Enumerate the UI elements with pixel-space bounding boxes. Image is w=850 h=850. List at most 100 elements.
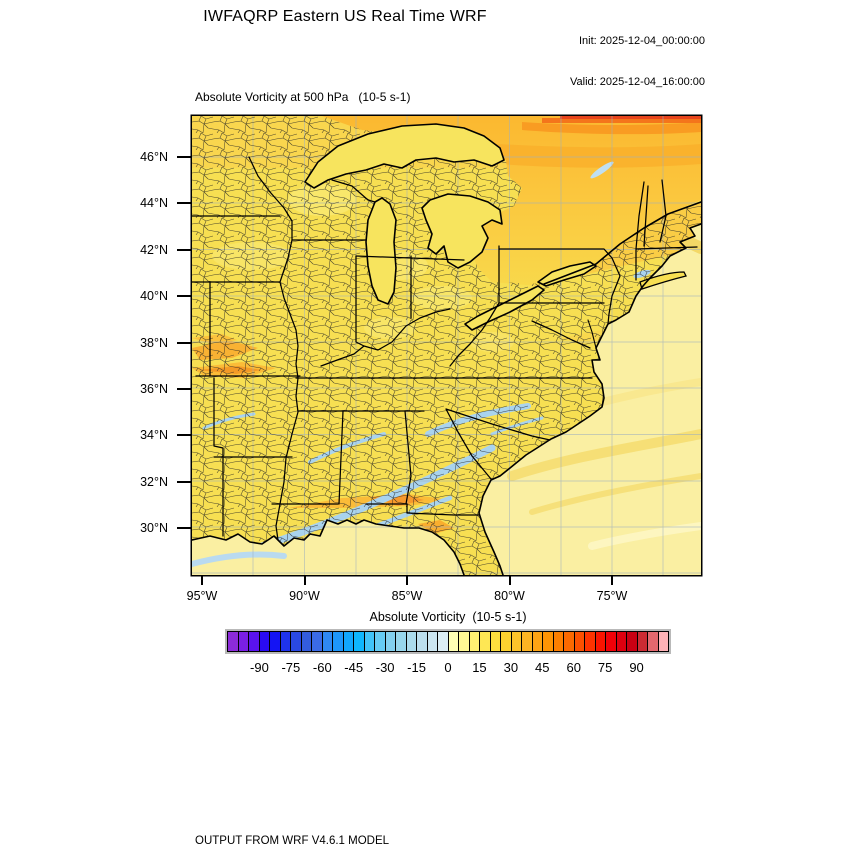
coastlines (192, 201, 701, 575)
lat-tick-label: 44°N (140, 196, 168, 211)
colorbar-segment (553, 632, 564, 651)
colorbar-segment (595, 632, 606, 651)
colorbar-segment (322, 632, 333, 651)
lake-huron (421, 193, 503, 269)
colorbar-segment (396, 632, 407, 651)
lon-tick-label: 90°W (289, 589, 320, 603)
colorbar-tick-label: 90 (629, 660, 644, 675)
lon-tick-mark (611, 575, 613, 585)
colorbar-segment (385, 632, 396, 651)
colorbar-label: Absolute Vorticity (10-5 s-1) (369, 610, 527, 624)
colorbar-segment (532, 632, 543, 651)
great-lakes (304, 123, 597, 331)
page-title: IWFAQRP Eastern US Real Time WRF (203, 8, 487, 25)
colorbar-segment (480, 632, 491, 651)
lake-michigan (365, 197, 397, 305)
colorbar-segment (501, 632, 512, 651)
lake-erie (464, 285, 545, 331)
colorbar-segment (438, 632, 449, 651)
colorbar-segment (238, 632, 249, 651)
lat-tick-label: 40°N (140, 289, 168, 304)
colorbar-segment (301, 632, 312, 651)
colorbar-segment (469, 632, 480, 651)
valid-time: Valid: 2025-12-04_16:00:00 (570, 75, 705, 88)
lat-tick-mark (177, 388, 191, 390)
colorbar-segment (543, 632, 554, 651)
lon-tick-label: 75°W (596, 589, 628, 603)
colorbar-segment (312, 632, 323, 651)
footer-notes: OUTPUT FROM WRF V4.6.1 MODEL WE = 310 ; … (195, 806, 647, 850)
lat-tick-label: 34°N (140, 428, 168, 443)
colorbar-segment (417, 632, 428, 651)
colorbar-segment (291, 632, 302, 651)
colorbar-segment (637, 632, 648, 651)
colorbar-segment (648, 632, 659, 651)
lat-tick-label: 42°N (140, 242, 168, 257)
colorbar-tick-label: -15 (407, 660, 426, 675)
colorbar-segment (270, 632, 281, 651)
lat-tick-mark (177, 341, 191, 344)
colorbar-segment (606, 632, 617, 651)
colorbar-tick-label: -45 (344, 660, 364, 675)
atlantic-coast (478, 223, 701, 575)
footer-line-1: OUTPUT FROM WRF V4.6.1 MODEL (195, 835, 390, 847)
colorbar-segment (228, 632, 239, 651)
colorbar-segment (490, 632, 501, 651)
gulf-coast (192, 519, 465, 575)
lat-tick-mark (177, 527, 191, 530)
colorbar-segment (249, 632, 260, 651)
map-canvas (192, 116, 701, 575)
lon-tick-label: 80°W (494, 589, 525, 603)
map-title: Absolute Vorticity at 500 hPa (10-5 s-1) (195, 90, 411, 104)
colorbar-segment (406, 632, 417, 651)
colorbar-segment (343, 632, 354, 651)
state-borders (192, 156, 698, 541)
lat-tick-mark (177, 156, 191, 158)
colorbar-segment (364, 632, 375, 651)
colorbar-segment (658, 632, 668, 651)
colorbar-segment (280, 632, 291, 651)
colorbar-segment (448, 632, 459, 651)
lon-tick-label: 85°W (391, 589, 423, 603)
chesapeake-bay (587, 319, 597, 349)
colorbar-segment (627, 632, 638, 651)
colorbar-tick-label: -60 (312, 660, 332, 675)
vorticity-map (192, 116, 701, 575)
colorbar-tick-label: 60 (566, 660, 581, 675)
lat-tick-label: 36°N (140, 382, 168, 396)
colorbar-segment (459, 632, 470, 651)
init-time: Init: 2025-12-04_00:00:00 (579, 35, 705, 47)
colorbar-tick-label: 30 (503, 660, 519, 675)
lon-tick-label: 95°W (186, 589, 218, 603)
lat-tick-label: 38°N (140, 335, 168, 350)
colorbar-segment (574, 632, 585, 651)
us-canada-border (543, 201, 701, 285)
lat-tick-label: 30°N (140, 521, 168, 536)
colorbar-tick-label: 75 (597, 660, 613, 675)
colorbar-segment (616, 632, 627, 651)
lat-tick-label: 46°N (140, 150, 168, 164)
lon-tick-mark (508, 575, 511, 585)
lat-tick-mark (177, 248, 191, 251)
lon-tick-mark (303, 575, 306, 585)
colorbar-tick-label: -90 (250, 660, 269, 675)
lat-tick-mark (177, 295, 191, 298)
run-times: Init: 2025-12-04_00:00:00 Valid: 2025-12… (570, 8, 705, 116)
colorbar-tick-label: 15 (472, 660, 487, 675)
colorbar-segment (564, 632, 575, 651)
lat-tick-label: 32°N (140, 474, 168, 489)
long-island (639, 271, 687, 290)
colorbar-segment (333, 632, 344, 651)
colorbar-tick-label: -30 (375, 660, 395, 675)
lake-superior (304, 123, 505, 189)
lon-tick-mark (201, 575, 203, 585)
lon-tick-mark (406, 575, 408, 585)
colorbar-segment (259, 632, 270, 651)
colorbar-segment (585, 632, 596, 651)
lat-tick-mark (177, 202, 191, 205)
lat-tick-mark (177, 480, 191, 483)
colorbar (225, 629, 671, 654)
colorbar-segment (354, 632, 365, 651)
colorbar-tick-label: -75 (281, 660, 301, 675)
